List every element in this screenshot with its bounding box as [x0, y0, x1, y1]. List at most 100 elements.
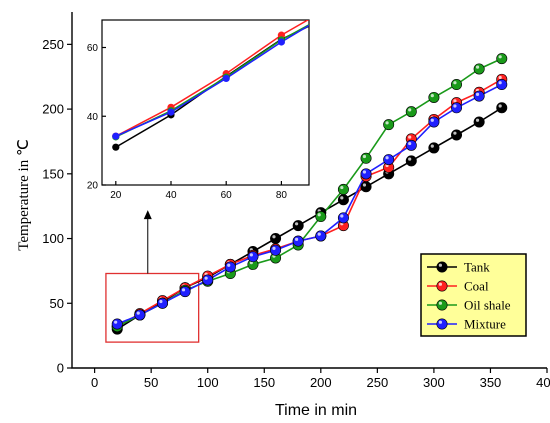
inset-y-tick-label: 40 — [87, 112, 99, 123]
data-point-mixture — [224, 261, 236, 273]
data-point-oil-shale — [360, 152, 372, 164]
data-point-mixture — [247, 251, 259, 263]
data-point-mixture — [496, 78, 508, 90]
legend-marker-highlight — [438, 282, 442, 286]
inset-point-mixture — [167, 108, 175, 116]
data-point-oil-shale — [473, 63, 485, 75]
inset-x-tick-label: 80 — [276, 190, 288, 201]
x-axis-label: Time in min — [275, 402, 357, 419]
y-tick-label: 150 — [42, 166, 64, 181]
data-point-highlight — [430, 94, 434, 98]
x-tick-label: 250 — [367, 375, 389, 390]
data-point-highlight — [317, 232, 321, 236]
data-point-highlight — [430, 144, 434, 148]
x-tick-label: 150 — [253, 375, 275, 390]
data-point-highlight — [453, 104, 457, 108]
data-point-mixture — [315, 230, 327, 242]
inset-x-tick-label: 60 — [221, 190, 233, 201]
data-point-highlight — [475, 118, 480, 122]
data-point-mixture — [405, 139, 417, 151]
data-point-highlight — [362, 183, 367, 187]
main-plot: 0 50 100 150 200 250 300 350 400 0 50 100 150 200 250 — [42, 12, 550, 390]
inset-point-mixture — [222, 74, 230, 83]
data-point-mixture — [179, 286, 191, 298]
legend-label-mixture: Mixture — [464, 317, 506, 332]
data-point-highlight — [385, 121, 389, 125]
data-point-highlight — [114, 320, 118, 324]
data-point-oil-shale — [337, 183, 349, 195]
data-point-mixture — [202, 274, 214, 286]
data-point-highlight — [408, 157, 412, 161]
zoom-highlight-box — [105, 272, 200, 343]
inset-point-mixture — [112, 132, 120, 140]
data-point-highlight — [317, 213, 321, 217]
data-point-mixture — [337, 212, 349, 224]
data-point-highlight — [362, 170, 367, 174]
inset-y-tick-label: 20 — [87, 181, 99, 192]
data-point-tank — [360, 181, 372, 193]
data-point-highlight — [362, 154, 367, 159]
data-point-tank — [270, 233, 282, 245]
data-point-highlight — [181, 288, 186, 292]
legend-label-oil-shale: Oil shale — [464, 298, 511, 313]
data-point-tank — [428, 142, 440, 154]
data-point-highlight — [340, 185, 344, 190]
inset-x-tick-label: 20 — [110, 190, 122, 201]
data-point-highlight — [340, 196, 344, 200]
legend: Tank Coal Oil shale Mixture — [420, 253, 527, 337]
data-point-highlight — [408, 141, 412, 146]
data-point-mixture — [270, 244, 282, 256]
y-tick-label: 250 — [42, 37, 64, 52]
legend-marker-highlight — [438, 263, 442, 267]
inset-point-tank — [112, 143, 120, 151]
y-tick-label: 0 — [57, 361, 64, 376]
legend-marker-oil-shale — [436, 299, 448, 311]
inset-y-tick-label: 60 — [87, 43, 99, 54]
data-point-highlight — [475, 92, 480, 96]
data-point-highlight — [430, 118, 434, 122]
data-point-highlight — [249, 253, 253, 257]
legend-marker-coal — [436, 280, 448, 292]
inset-series — [112, 20, 309, 151]
x-tick-label: 300 — [423, 375, 445, 390]
data-point-oil-shale — [496, 53, 508, 65]
y-axis-label: Temperature in ℃ — [16, 139, 32, 251]
data-point-tank — [405, 155, 417, 167]
x-tick-label: 100 — [197, 375, 219, 390]
legend-marker-highlight — [438, 320, 442, 324]
data-point-highlight — [408, 108, 412, 112]
data-point-highlight — [498, 81, 502, 85]
y-tick-label: 50 — [50, 296, 64, 311]
data-point-highlight — [136, 311, 140, 315]
data-point-mixture — [451, 102, 463, 114]
data-point-tank — [292, 220, 304, 232]
data-point-highlight — [498, 55, 502, 59]
data-point-mixture — [156, 297, 168, 309]
data-point-highlight — [453, 131, 457, 135]
data-point-highlight — [204, 276, 208, 280]
data-point-mixture — [134, 309, 146, 321]
data-point-highlight — [385, 156, 389, 160]
y-tick-label: 100 — [42, 231, 64, 246]
x-tick-label: 50 — [144, 375, 158, 390]
data-point-highlight — [272, 246, 276, 250]
data-point-oil-shale — [405, 106, 417, 118]
data-point-highlight — [475, 65, 480, 69]
legend-label-coal: Coal — [464, 279, 489, 294]
data-point-highlight — [453, 99, 457, 103]
data-point-highlight — [498, 104, 502, 108]
legend-label-tank: Tank — [464, 260, 490, 275]
data-point-highlight — [340, 214, 344, 218]
data-point-highlight — [227, 263, 231, 267]
x-tick-label: 350 — [480, 375, 502, 390]
inset-frame — [101, 19, 310, 186]
data-point-mixture — [473, 90, 485, 102]
legend-marker-mixture — [436, 318, 448, 330]
x-tick-label: 0 — [91, 375, 98, 390]
inset-plot: 20 40 60 80 20 40 60 — [87, 19, 310, 201]
data-point-highlight — [294, 237, 299, 241]
data-point-oil-shale — [383, 119, 395, 131]
y-tick-label: 200 — [42, 102, 64, 117]
zoom-arrow-head — [143, 210, 152, 220]
